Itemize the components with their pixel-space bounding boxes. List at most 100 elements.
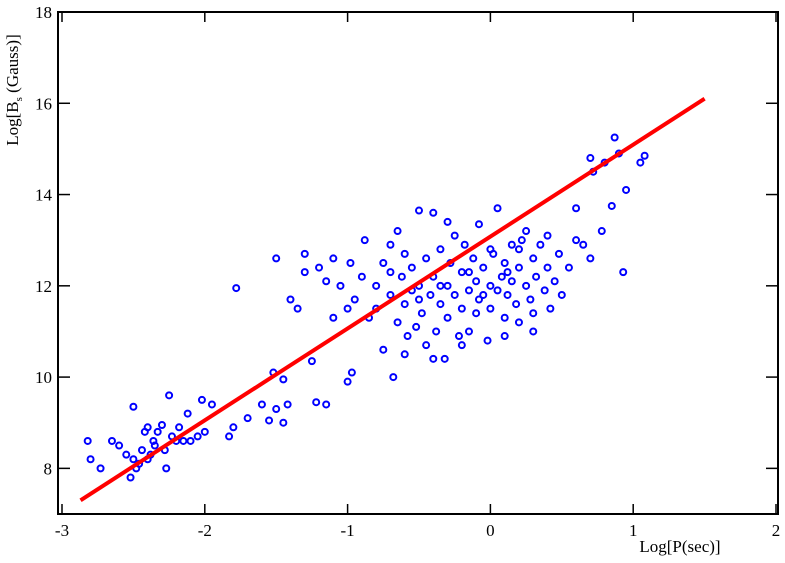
scatter-point [83, 436, 92, 445]
scatter-point [529, 254, 538, 263]
scatter-point [307, 357, 316, 366]
scatter-point [150, 441, 159, 450]
x-tick-label: -1 [341, 521, 355, 540]
scatter-point [265, 416, 274, 425]
scatter-point [532, 272, 541, 281]
scatter-point [225, 432, 234, 441]
scatter-point [346, 259, 355, 267]
scatter-point [429, 208, 438, 217]
scatter-point [336, 281, 345, 290]
scatter-point [179, 436, 188, 445]
scatter-point [157, 421, 166, 430]
scatter-point [300, 249, 309, 258]
scatter-point [443, 313, 452, 322]
scatter-point [229, 423, 238, 432]
scatter-point [493, 204, 502, 213]
scatter-point [372, 281, 381, 290]
scatter-point [107, 436, 116, 445]
scatter-point [557, 290, 566, 299]
scatter-point [426, 290, 435, 299]
scatter-point [329, 254, 338, 263]
scatter-point [607, 201, 616, 210]
scatter-point [474, 295, 483, 304]
scatter-point [400, 300, 409, 309]
scatter-point [96, 464, 105, 473]
scatter-point [579, 240, 588, 249]
scatter-point [586, 254, 595, 263]
scatter-point [472, 309, 481, 318]
scatter-point [343, 304, 352, 313]
scatter-point [443, 217, 452, 226]
scatter-point [522, 281, 531, 290]
scatter-point [483, 336, 492, 345]
scatter-point [407, 263, 416, 272]
scatter-point [122, 450, 131, 459]
scatter-point [543, 263, 552, 272]
y-label-sub: s [13, 97, 25, 101]
scatter-point [514, 245, 523, 254]
scatter-point [436, 300, 445, 309]
y-tick-label: 8 [44, 459, 53, 478]
scatter-point [165, 391, 174, 400]
scatter-point [554, 249, 563, 258]
scatter-point [464, 327, 473, 336]
y-label-main: Log[B [3, 101, 22, 145]
y-tick-label: 18 [35, 3, 52, 22]
scatter-point [379, 345, 388, 354]
scatter-point [322, 277, 331, 286]
scatter-point [543, 231, 552, 240]
scatter-point [436, 245, 445, 254]
x-tick-label: -2 [198, 521, 212, 540]
scatter-point [507, 277, 516, 286]
scatter-point [564, 263, 573, 272]
scatter-point [389, 373, 398, 382]
scatter-point [186, 436, 195, 445]
scatter-point [479, 290, 488, 299]
scatter-point [279, 375, 288, 384]
scatter-point [175, 423, 184, 432]
scatter-point [126, 473, 135, 482]
scatter-point [517, 236, 526, 245]
scatter-point [469, 254, 478, 263]
scatter-point [329, 313, 338, 322]
scatter-point [129, 455, 138, 464]
scatter-point [149, 436, 158, 445]
x-tick-label: 1 [629, 521, 638, 540]
scatter-point [457, 304, 466, 313]
scatter-point [243, 414, 252, 423]
scatter-point [536, 240, 545, 249]
scatter-point [153, 427, 162, 436]
scatter-point [507, 240, 516, 249]
scatter-point [86, 455, 95, 464]
scatter-point [586, 154, 595, 163]
scatter-point [529, 327, 538, 336]
scatter-point [640, 151, 649, 160]
scatter-point [386, 268, 395, 277]
scatter-point [622, 185, 631, 194]
plot-frame [57, 11, 779, 515]
y-tick-label: 10 [35, 368, 52, 387]
scatter-point [279, 418, 288, 427]
scatter-point [512, 300, 521, 309]
scatter-point [457, 341, 466, 350]
scatter-point [412, 322, 421, 331]
scatter-point [272, 405, 281, 414]
scatter-point [350, 295, 359, 304]
scatter-point [514, 263, 523, 272]
scatter-point [137, 446, 146, 455]
scatter-point [312, 398, 321, 407]
scatter-point [300, 268, 309, 277]
scatter-point [486, 304, 495, 313]
scatter-point [503, 268, 512, 277]
scatter-point [472, 277, 481, 286]
scatter-point [357, 272, 366, 281]
scatter-point [493, 286, 502, 295]
scatter-point [403, 332, 412, 341]
fit-line [79, 97, 706, 502]
scatter-point [360, 236, 369, 245]
scatter-point [500, 259, 509, 267]
scatter-point [540, 286, 549, 295]
scatter-point [286, 295, 295, 304]
scatter-point [129, 402, 138, 411]
